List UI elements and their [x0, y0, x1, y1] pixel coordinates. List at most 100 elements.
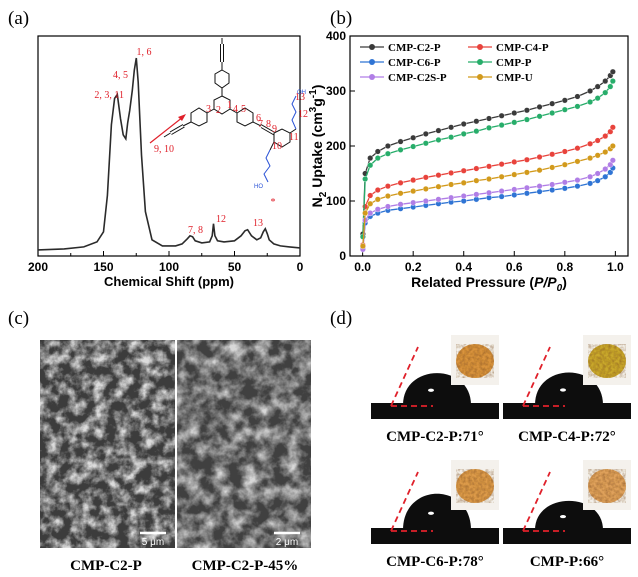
droplet-highlight	[560, 388, 566, 392]
isotherm-point	[374, 206, 381, 213]
isotherm-point	[410, 177, 417, 184]
isotherm-point	[397, 146, 404, 153]
isotherm-point	[536, 113, 543, 120]
isotherm-point	[498, 112, 505, 119]
isotherm-point	[498, 173, 505, 180]
legend-swatch-marker	[369, 74, 375, 80]
isotherm-legend: CMP-C2-P CMP-C4-P CMP-C6-P CMP-P CMP-C2S-P CM…	[360, 42, 549, 84]
isotherm-point	[587, 87, 594, 94]
isotherm-axis-ticks: 0.0 0.2 0.4 0.6 0.8 1.0 0 100 200 300 400	[326, 29, 624, 274]
isotherm-point	[374, 155, 381, 162]
structure-carbon-label: 4	[233, 104, 238, 115]
isotherm-point	[587, 155, 594, 162]
isotherm-point	[486, 189, 493, 196]
isotherm-x-tick-label: 0.0	[354, 260, 371, 274]
isotherm-point	[511, 191, 518, 198]
isotherm-point	[367, 200, 374, 207]
isotherm-point	[410, 143, 417, 150]
isotherm-series-cmp-u	[359, 142, 616, 250]
structure-carbon-label: 6	[256, 113, 261, 124]
powder-texture	[456, 344, 494, 378]
ylabel-c-sup: -1	[308, 89, 319, 98]
isotherm-point	[435, 183, 442, 190]
nmr-x-axis-ticks: 200 150 100 50 0	[28, 251, 304, 274]
legend-entry: CMP-C4-P	[496, 42, 549, 54]
isotherm-x-tick-label: 1.0	[607, 260, 624, 274]
isotherm-point	[594, 170, 601, 177]
isotherm-point	[602, 166, 609, 173]
isotherm-point	[523, 116, 530, 123]
isotherm-point	[536, 103, 543, 110]
isotherm-x-tick-label: 0.2	[405, 260, 422, 274]
isotherm-point	[422, 140, 429, 147]
structure-carbon-label: 5	[241, 104, 246, 115]
isotherm-point	[435, 127, 442, 134]
tangent-line	[390, 471, 419, 532]
isotherm-point	[536, 188, 543, 195]
structure-carbon-label: 7	[258, 119, 263, 130]
isotherm-point	[587, 180, 594, 187]
contact-angle-images: CMP-C2-P:71° CMP-C4-P:72° CMP-C6-P:78° CMP-…	[371, 335, 631, 570]
isotherm-point	[473, 165, 480, 172]
contact-angle-item: CMP-P:66°	[503, 460, 631, 570]
legend-swatch-marker	[477, 74, 483, 80]
substrate	[371, 528, 499, 544]
isotherm-point	[523, 184, 530, 191]
isotherm-point	[549, 164, 556, 171]
nmr-peak-label: 7, 8	[188, 225, 203, 236]
structure-ho-label: HO	[254, 184, 263, 190]
isotherm-series-cmp-c4-p	[359, 124, 616, 248]
isotherm-point	[602, 133, 609, 140]
nmr-x-axis-label: Chemical Shift (ppm)	[104, 274, 234, 289]
isotherm-point	[587, 173, 594, 180]
sem-image-cmp-c2-p-45	[177, 340, 311, 548]
isotherm-point	[374, 196, 381, 203]
isotherm-point	[549, 109, 556, 116]
nmr-x-tick-label: 100	[159, 260, 179, 274]
isotherm-point	[448, 181, 455, 188]
isotherm-point	[594, 83, 601, 90]
isotherm-point	[448, 194, 455, 201]
isotherm-point	[594, 137, 601, 144]
isotherm-point	[549, 151, 556, 158]
isotherm-point	[448, 124, 455, 131]
structure-carbon-label: 13	[295, 92, 305, 103]
nmr-annotation-arrowhead	[178, 114, 186, 121]
isotherm-point	[602, 149, 609, 156]
contact-angle-caption: CMP-P:66°	[530, 554, 604, 570]
isotherm-point	[574, 158, 581, 165]
isotherm-y-tick-label: 400	[326, 29, 346, 43]
isotherm-point	[587, 140, 594, 147]
isotherm-point	[587, 98, 594, 105]
nmr-spectrum-chart: 200 150 100 50 0 1, 64, 52, 3, 119, 107, 812…	[28, 35, 308, 289]
panel-label-c: (c)	[8, 308, 29, 329]
isotherm-point	[384, 193, 391, 200]
isotherm-y-tick-label: 300	[326, 84, 346, 98]
isotherm-point	[536, 183, 543, 190]
nmr-peak-label: *	[271, 197, 276, 208]
isotherm-point	[460, 193, 467, 200]
isotherm-point	[460, 120, 467, 127]
nmr-peak-label: 1, 6	[137, 47, 152, 58]
isotherm-point	[473, 177, 480, 184]
panel-label-b: (b)	[330, 8, 352, 29]
isotherm-series-cmp-p	[359, 78, 616, 240]
isotherm-point	[607, 83, 614, 90]
tangent-line	[390, 346, 419, 407]
isotherm-point	[367, 192, 374, 199]
monomer-structure-drawing	[163, 38, 297, 183]
isotherm-point	[362, 210, 369, 217]
xlabel-sub: 0	[557, 283, 563, 294]
isotherm-point	[594, 152, 601, 159]
isotherm-point	[422, 185, 429, 192]
ylabel-b-sup: 3	[308, 106, 319, 112]
droplet-highlight	[560, 514, 566, 519]
nmr-x-tick-label: 0	[297, 260, 304, 274]
isotherm-series-cmp-c2s-p	[359, 157, 616, 253]
isotherm-plot-frame	[349, 35, 629, 257]
nmr-annotation-arrow	[149, 116, 184, 144]
nmr-x-tick-label: 50	[228, 260, 242, 274]
legend-entry: CMP-P	[496, 57, 532, 69]
structure-carbon-label: 12	[298, 109, 308, 120]
